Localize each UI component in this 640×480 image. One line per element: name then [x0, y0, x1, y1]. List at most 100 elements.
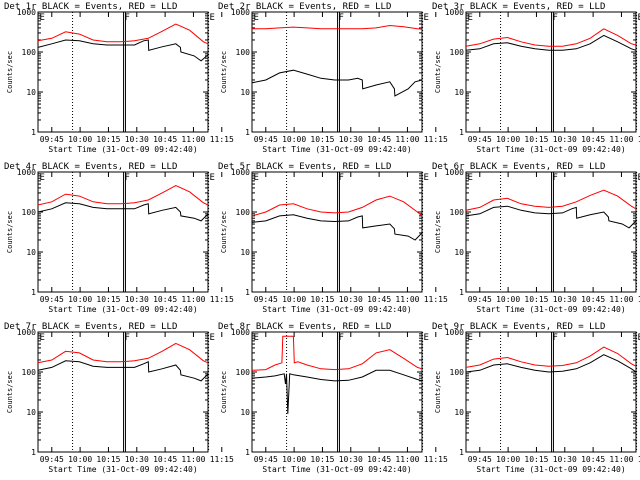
marker-label: E: [253, 13, 258, 23]
chart-title: Det 3r BLACK = Events, RED = LLD: [432, 2, 605, 12]
y-tick-label: 100: [22, 48, 37, 57]
x-tick-label: 09:45: [468, 455, 492, 464]
plot-frame: [251, 11, 423, 133]
y-tick-label: 1: [31, 128, 36, 137]
x-tick-label: 10:30: [553, 135, 577, 144]
y-tick-label: 1: [245, 288, 250, 297]
series-line-events: [37, 202, 209, 222]
x-axis-label: Start Time (31-Oct-09 09:42:40): [476, 145, 625, 154]
y-axis-label: Counts/sec: [434, 211, 442, 253]
x-tick-label: 10:15: [96, 135, 120, 144]
y-tick-label: 100: [22, 208, 37, 217]
y-tick-label: 10: [240, 248, 250, 257]
y-tick-label: 100: [450, 368, 465, 377]
y-tick-label: 100: [22, 368, 37, 377]
y-tick-label: 10: [454, 408, 464, 417]
plot-frame: [465, 331, 637, 453]
y-tick-label: 1: [245, 448, 250, 457]
x-tick-label: 10:00: [282, 455, 306, 464]
x-tick-label: 10:45: [581, 295, 605, 304]
marker-label: E: [424, 333, 429, 343]
series-line-lld: [37, 184, 209, 206]
x-tick-label: 10:30: [125, 135, 149, 144]
marker-label: E: [424, 13, 429, 23]
y-axis-label: Counts/sec: [6, 51, 14, 93]
x-tick-label: 10:15: [524, 295, 548, 304]
marker-label: E: [638, 173, 640, 183]
marker-label: E: [39, 173, 44, 183]
x-axis-label: Start Time (31-Oct-09 09:42:40): [48, 465, 197, 474]
marker-label: E: [253, 333, 258, 343]
x-tick-label: 10:30: [339, 455, 363, 464]
x-tick-label: 09:45: [468, 295, 492, 304]
x-tick-label: 10:30: [553, 295, 577, 304]
marker-label: E: [39, 333, 44, 343]
x-tick-label: 11:00: [609, 455, 633, 464]
y-tick-label: 1: [459, 288, 464, 297]
plot-frame: [37, 11, 209, 133]
x-tick-label: 11:15: [424, 295, 448, 304]
x-tick-label: 11:15: [424, 455, 448, 464]
plot-frame: [37, 171, 209, 293]
series-line-lld: [465, 28, 637, 47]
x-tick-label: 09:45: [254, 295, 278, 304]
chart-title: Det 9r BLACK = Events, RED = LLD: [432, 322, 605, 332]
y-tick-label: 100: [450, 208, 465, 217]
series-line-events: [251, 369, 423, 414]
series-line-events: [251, 214, 423, 241]
y-tick-label: 100: [236, 208, 251, 217]
y-axis-label: Counts/sec: [220, 211, 228, 253]
y-tick-label: 1000: [17, 328, 36, 337]
x-tick-label: 11:00: [181, 295, 205, 304]
y-tick-label: 1000: [445, 168, 464, 177]
x-tick-label: 10:45: [581, 135, 605, 144]
y-tick-label: 10: [26, 408, 36, 417]
x-tick-label: 10:15: [310, 295, 334, 304]
x-tick-label: 11:00: [181, 455, 205, 464]
marker-label: F: [553, 173, 558, 183]
x-tick-label: 10:15: [524, 455, 548, 464]
x-tick-label: 10:30: [125, 455, 149, 464]
marker-label: F: [339, 13, 344, 23]
x-tick-label: 11:15: [638, 295, 640, 304]
x-tick-label: 10:00: [282, 295, 306, 304]
y-tick-label: 10: [454, 248, 464, 257]
x-tick-label: 09:45: [254, 135, 278, 144]
x-axis-label: Start Time (31-Oct-09 09:42:40): [262, 305, 411, 314]
series-line-events: [465, 34, 637, 51]
x-tick-label: 10:45: [153, 295, 177, 304]
x-tick-label: 11:00: [395, 135, 419, 144]
series-line-lld: [465, 189, 637, 211]
marker-label: E: [210, 333, 215, 343]
x-tick-label: 11:00: [395, 455, 419, 464]
x-tick-label: 11:15: [638, 135, 640, 144]
marker-label: E: [467, 333, 472, 343]
x-axis-label: Start Time (31-Oct-09 09:42:40): [476, 305, 625, 314]
x-tick-label: 10:30: [125, 295, 149, 304]
x-tick-label: 09:45: [254, 455, 278, 464]
x-tick-label: 11:15: [210, 455, 234, 464]
x-tick-label: 09:45: [40, 295, 64, 304]
x-tick-label: 09:45: [40, 135, 64, 144]
y-axis-label: Counts/sec: [220, 371, 228, 413]
marker-label: E: [638, 333, 640, 343]
x-axis-label: Start Time (31-Oct-09 09:42:40): [476, 465, 625, 474]
series-line-events: [465, 205, 637, 229]
y-axis-label: Counts/sec: [434, 371, 442, 413]
y-axis-label: Counts/sec: [6, 211, 14, 253]
marker-label: E: [467, 13, 472, 23]
chart-title: Det 5r BLACK = Events, RED = LLD: [218, 162, 391, 172]
y-tick-label: 1000: [445, 328, 464, 337]
y-tick-label: 1000: [231, 8, 250, 17]
plot-frame: [251, 171, 423, 293]
chart-title: Det 1r BLACK = Events, RED = LLD: [4, 2, 177, 12]
x-tick-label: 11:15: [210, 295, 234, 304]
y-tick-label: 1: [31, 448, 36, 457]
y-tick-label: 1000: [17, 168, 36, 177]
x-tick-label: 09:45: [40, 455, 64, 464]
plot-frame: [465, 171, 637, 293]
x-tick-label: 10:15: [310, 455, 334, 464]
chart-title: Det 6r BLACK = Events, RED = LLD: [432, 162, 605, 172]
